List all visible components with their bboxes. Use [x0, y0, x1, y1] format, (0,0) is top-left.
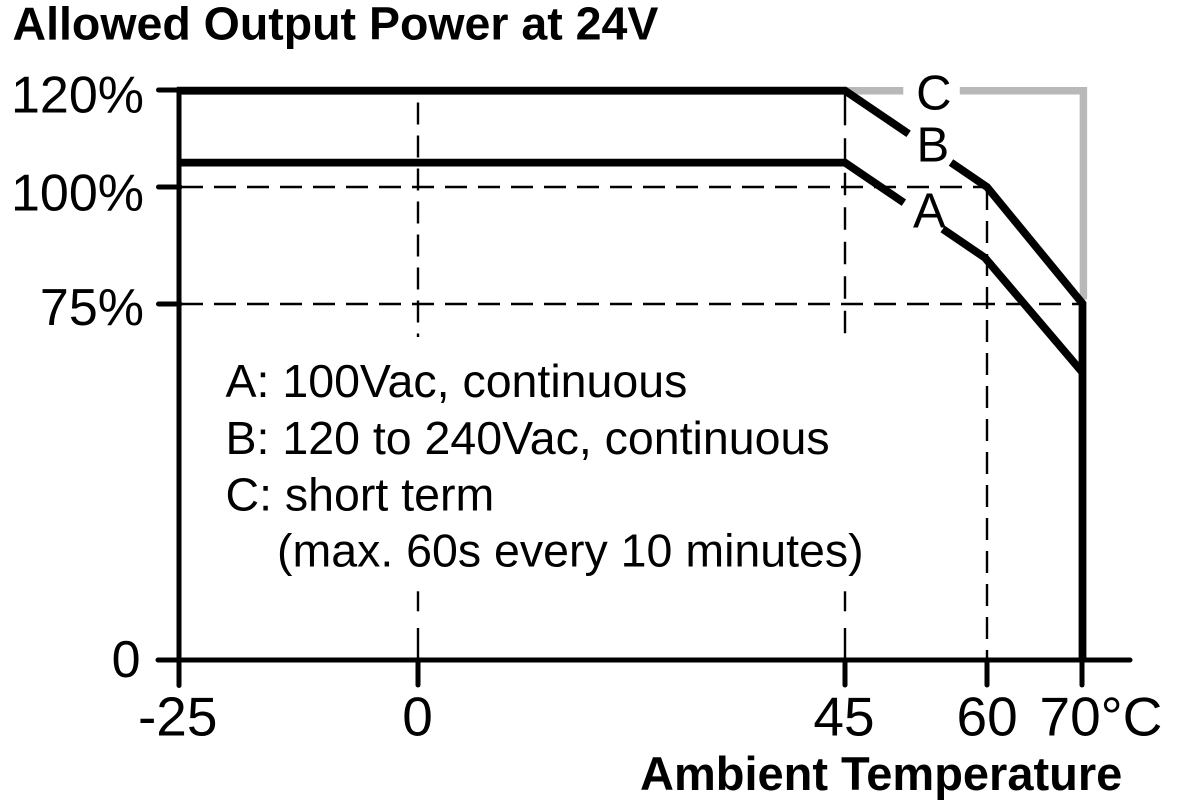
svg-text:(max. 60s every 10 minutes): (max. 60s every 10 minutes) — [277, 525, 864, 577]
svg-text:B: B — [916, 118, 949, 172]
svg-text:Allowed Output Power at 24V: Allowed Output Power at 24V — [13, 0, 659, 50]
svg-text:B: 120 to 240Vac, continuous: B: 120 to 240Vac, continuous — [226, 412, 830, 464]
svg-text:A: 100Vac, continuous: A: 100Vac, continuous — [226, 355, 688, 407]
svg-text:60: 60 — [957, 686, 1018, 748]
svg-text:75%: 75% — [40, 279, 144, 337]
svg-text:0: 0 — [112, 631, 141, 689]
svg-text:70°C: 70°C — [1040, 686, 1163, 748]
svg-text:120%: 120% — [11, 67, 144, 125]
svg-text:Ambient Temperature: Ambient Temperature — [640, 747, 1122, 800]
svg-text:C: C — [916, 66, 951, 120]
svg-text:C: short term: C: short term — [226, 469, 495, 521]
svg-text:0: 0 — [402, 686, 433, 748]
svg-text:100%: 100% — [11, 165, 144, 223]
svg-text:45: 45 — [813, 686, 874, 748]
svg-text:A: A — [913, 185, 946, 239]
svg-text:-25: -25 — [138, 686, 218, 748]
